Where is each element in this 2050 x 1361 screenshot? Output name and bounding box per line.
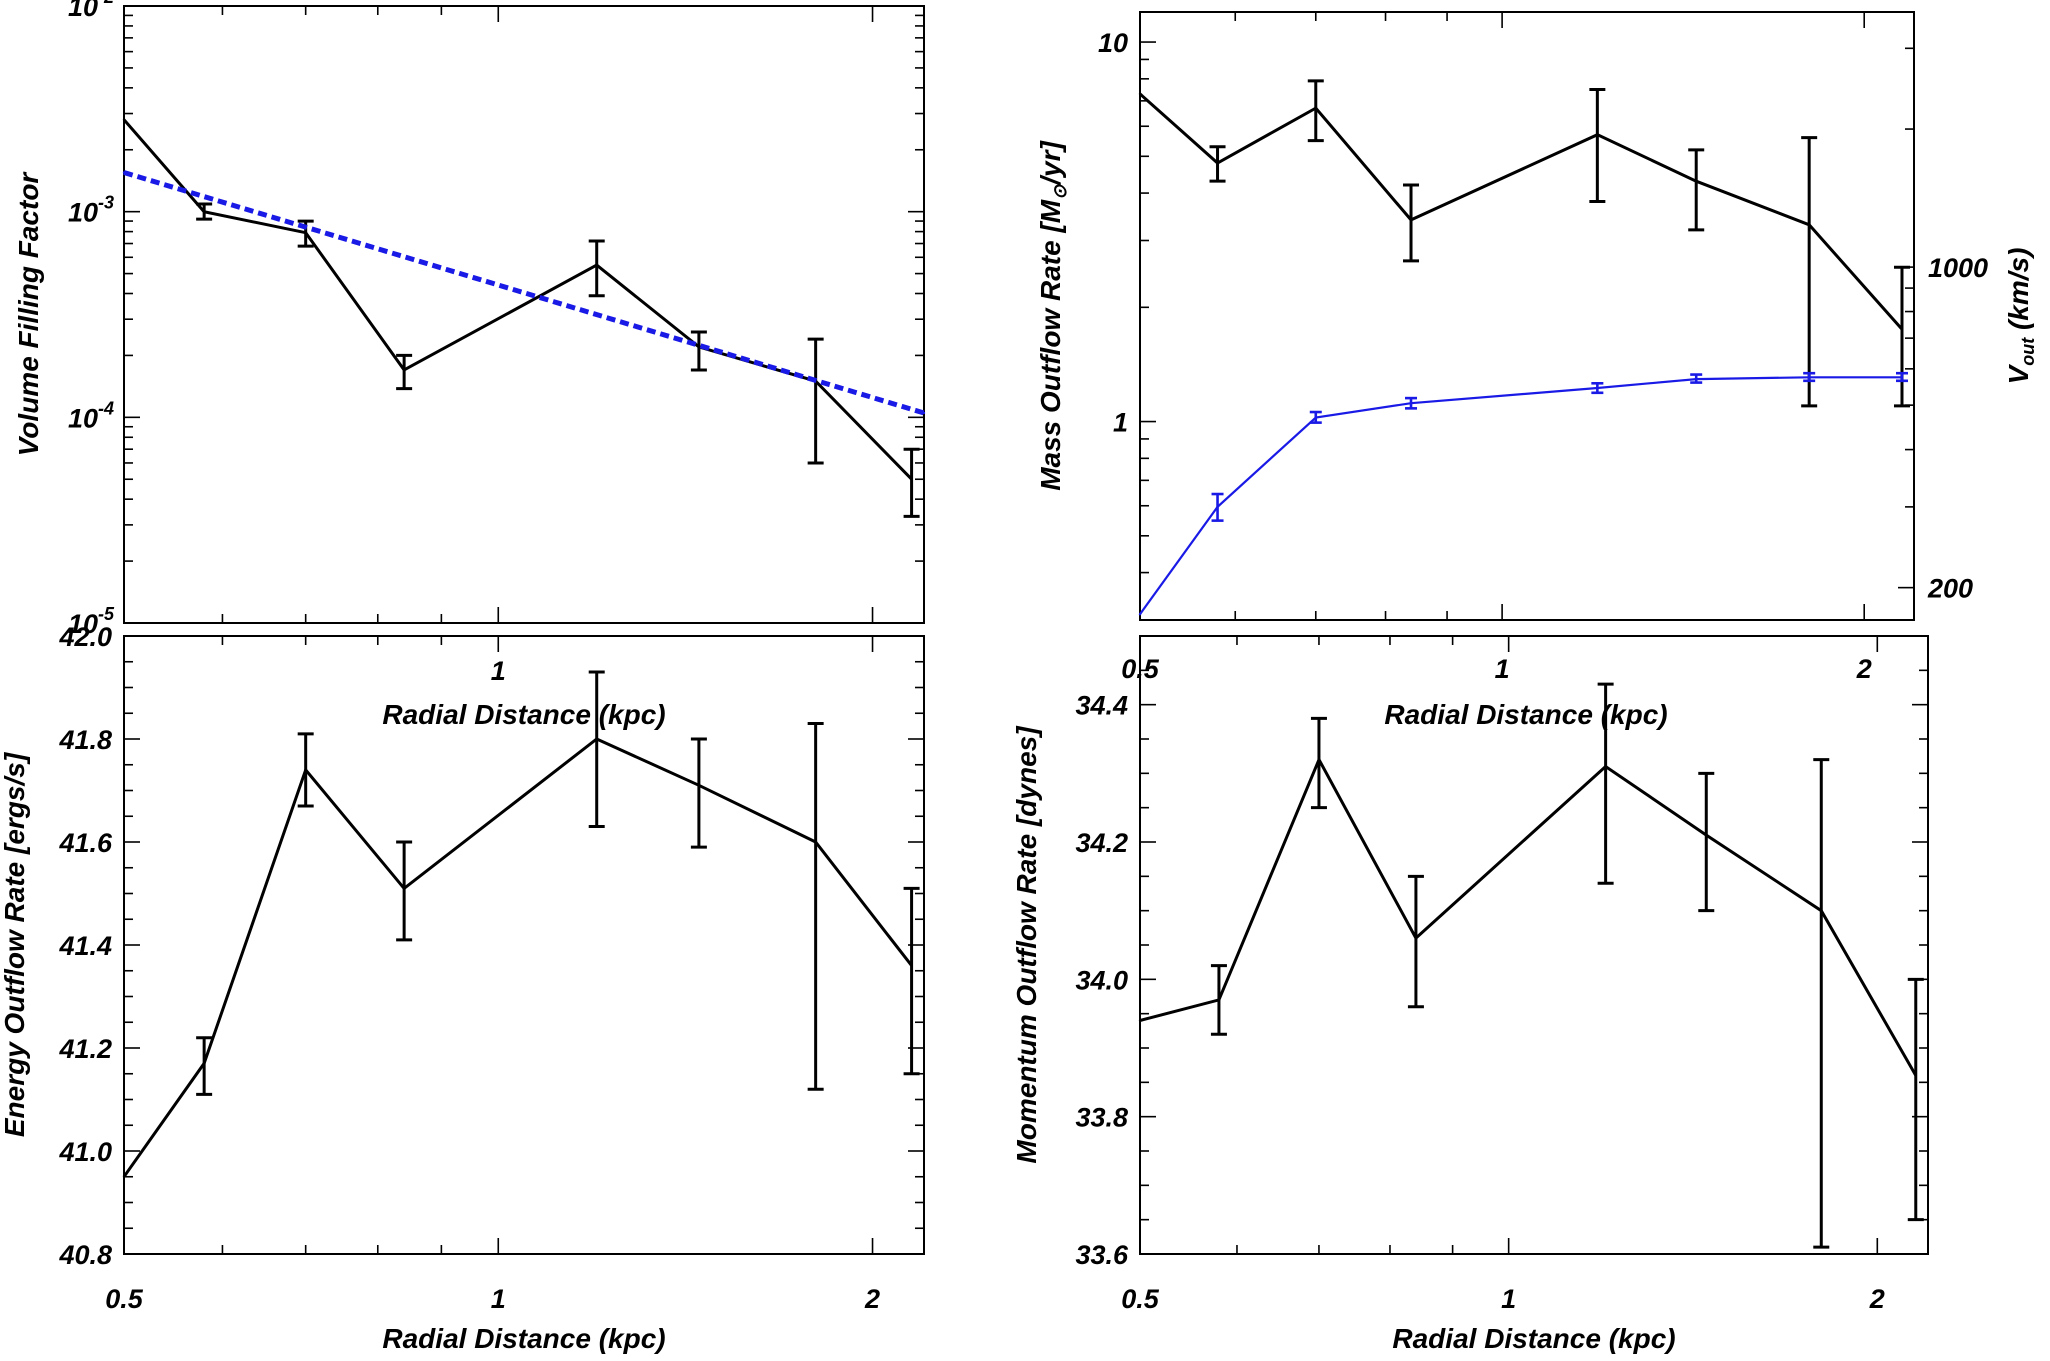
y-tick-label: 1 xyxy=(1113,408,1128,438)
x-tick-label: 1 xyxy=(1495,654,1510,684)
y-axis-label: Momentum Outflow Rate [dynes] xyxy=(1011,725,1042,1164)
y-label-main: Momentum Outflow Rate [dynes] xyxy=(1011,725,1042,1164)
series-line xyxy=(122,737,913,1178)
y2-label-subscript: out xyxy=(2018,337,2038,366)
y-axis-label: Mass Outflow Rate [M⊙/yr] xyxy=(1035,140,1070,491)
x-axis-label: Radial Distance (kpc) xyxy=(1392,1323,1675,1354)
y-tick-label: 34.4 xyxy=(1075,691,1128,721)
data-point xyxy=(1138,92,1142,96)
x-tick-label: 0.5 xyxy=(1121,1284,1160,1314)
x-tick-label: 2 xyxy=(864,1284,880,1314)
y-tick-label: 42.0 xyxy=(58,622,112,652)
y-tick-label: 34.0 xyxy=(1075,965,1128,995)
tick-exponent: -5 xyxy=(98,604,115,624)
y-tick-label: 10-5 xyxy=(68,604,115,639)
y-tick-label: 10-3 xyxy=(68,193,114,228)
x-tick-label: 2 xyxy=(1856,654,1872,684)
tick-base: 10 xyxy=(68,609,98,639)
y-label-main: Energy Outflow Rate [ergs/s] xyxy=(0,751,30,1137)
y2-label-main: V xyxy=(2003,363,2034,384)
x-tick-label: 2 xyxy=(1869,1284,1885,1314)
x-tick-label: 1 xyxy=(491,656,506,686)
x-tick-label: 1 xyxy=(1501,1284,1516,1314)
x-tick-label: 1 xyxy=(491,1284,506,1314)
y-tick-label: 10 xyxy=(1098,28,1128,58)
tick-base: 10 xyxy=(68,0,98,22)
plot-frame xyxy=(123,5,925,624)
y-tick-label: 10-2 xyxy=(68,0,114,22)
y-label-tail: /yr] xyxy=(1035,140,1066,187)
tick-base: 10 xyxy=(68,198,98,228)
y-axis-label: Energy Outflow Rate [ergs/s] xyxy=(0,751,30,1137)
y-tick-label: 33.6 xyxy=(1075,1240,1129,1270)
y-tick-label: 41.0 xyxy=(58,1137,112,1167)
y-tick-label: 33.8 xyxy=(1075,1103,1128,1133)
x-tick-label: 0.5 xyxy=(105,1284,144,1314)
y-tick-label: 41.6 xyxy=(58,828,113,858)
y-tick-label: 41.4 xyxy=(58,931,112,961)
data-point xyxy=(1138,1019,1142,1022)
plot-frame xyxy=(1139,11,1915,621)
y-label-sun-symbol: ⊙ xyxy=(1050,184,1070,200)
data-point xyxy=(122,171,126,174)
y2-tick-label: 1000 xyxy=(1928,253,1988,283)
tick-exponent: -2 xyxy=(98,0,114,7)
data-point xyxy=(122,118,126,121)
tick-exponent: -4 xyxy=(98,398,114,418)
tick-exponent: -3 xyxy=(98,193,114,213)
x-axis-label: Radial Distance (kpc) xyxy=(1384,699,1667,730)
y-tick-label: 41.8 xyxy=(58,725,112,755)
series-line xyxy=(1139,376,1902,615)
series-line xyxy=(1139,756,1918,1077)
y-label-main: Volume Filling Factor xyxy=(13,171,44,457)
data-point xyxy=(122,1175,126,1178)
y-axis-label: Volume Filling Factor xyxy=(13,171,44,457)
y-tick-label: 40.8 xyxy=(58,1240,112,1270)
y2-axis-label: Vout (km/s) xyxy=(2003,248,2038,385)
x-axis-label: Radial Distance (kpc) xyxy=(382,1323,665,1354)
y2-label-tail: (km/s) xyxy=(2003,248,2034,338)
y-label-main: Mass Outflow Rate [M xyxy=(1035,199,1066,491)
data-point xyxy=(922,411,926,415)
y-tick-label: 41.2 xyxy=(58,1034,112,1064)
x-axis-label: Radial Distance (kpc) xyxy=(382,699,665,730)
energy-outflow-panel: 40.8 41.0 41.2 41.4 41.6 41.8 42.0 0.5 1 2 Radial … xyxy=(0,622,925,1354)
data-point xyxy=(1138,613,1142,616)
tick-base: 10 xyxy=(68,403,98,433)
y-tick-label: 10-4 xyxy=(68,398,114,433)
series-line xyxy=(122,118,913,481)
y2-tick-label: 200 xyxy=(1927,574,1973,604)
series-line xyxy=(1139,92,1904,331)
y-tick-label: 34.2 xyxy=(1075,828,1128,858)
momentum-outflow-panel: 33.6 33.8 34.0 34.2 34.4 0.5 1 2 Radial Distance… xyxy=(1011,635,1929,1354)
